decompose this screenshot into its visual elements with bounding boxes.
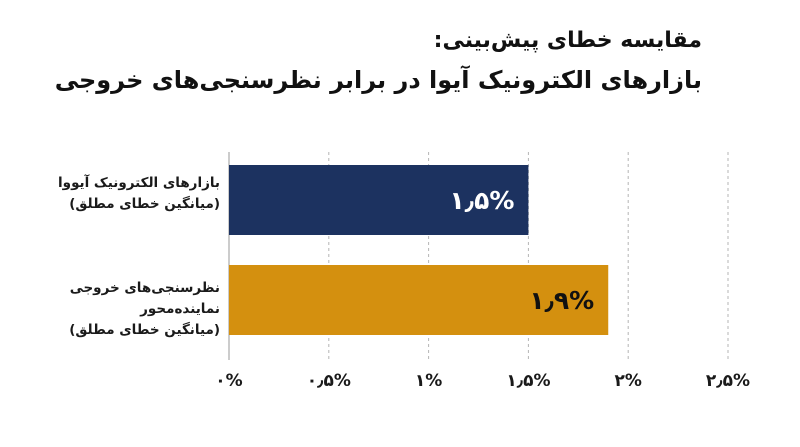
category-label-line1: بازارهای الکترونیک آیووا (58, 175, 220, 191)
tick-label: ۰٫۵% (307, 371, 351, 391)
chart-title-line2: بازارهای الکترونیک آیوا در برابر نظرسنجی… (54, 66, 702, 94)
bar (229, 265, 609, 335)
tick-label: ۱٫۵% (506, 371, 550, 391)
category-label-iowa-markets: بازارهای الکترونیک آیووا (میانگین خطای م… (10, 173, 220, 215)
tick-label: ۰% (215, 371, 242, 391)
category-label-line2: (میانگین خطای مطلق) (69, 196, 220, 212)
tick-label: ۲٫۵% (706, 371, 750, 391)
bar (229, 165, 529, 235)
category-label-line1: نظرسنجی‌های خروجی نماینده‌محور (69, 280, 220, 317)
tick-label: ۱% (415, 371, 442, 391)
category-label-exit-polls: نظرسنجی‌های خروجی نماینده‌محور (میانگین … (10, 278, 220, 341)
tick-label: ۲% (614, 371, 641, 391)
chart-title-line1: مقایسه خطای پیش‌بینی: (433, 28, 702, 53)
category-label-line2: (میانگین خطای مطلق) (69, 322, 220, 338)
bar-value-label: ۱٫۵% (449, 186, 514, 215)
bar-value-label: ۱٫۹% (529, 286, 594, 315)
